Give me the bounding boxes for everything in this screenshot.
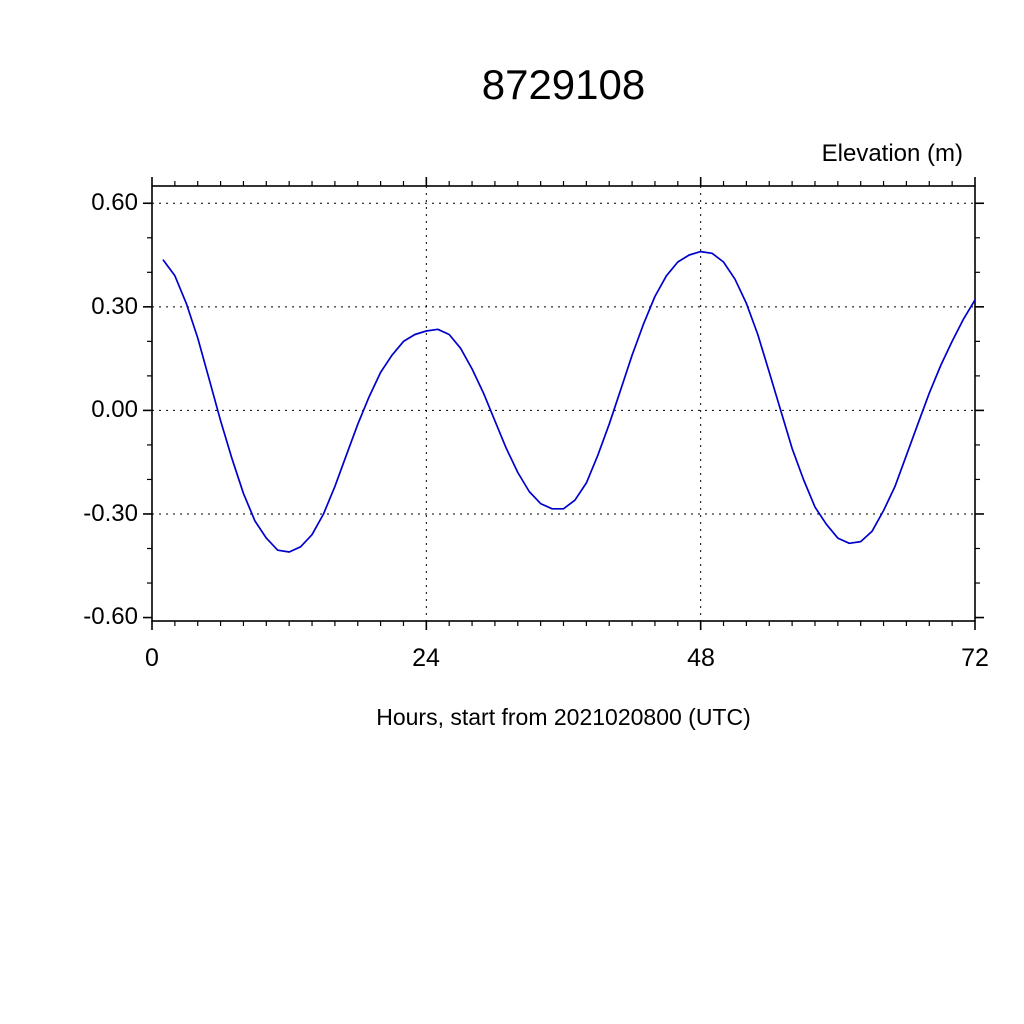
y-tick-label: -0.30 [83,500,138,527]
x-tick-label: 24 [412,644,440,672]
y-tick-label: 0.00 [91,396,138,423]
x-axis-label: Hours, start from 2021020800 (UTC) [376,704,751,730]
plot-border [151,185,976,622]
y-tick-label: 0.60 [91,189,138,216]
y-tick-label: 0.30 [91,293,138,320]
x-tick-label: 0 [145,644,159,672]
x-tick-label: 48 [687,644,715,672]
y-axis-label: Elevation (m) [821,140,963,167]
chart-title: 8729108 [481,61,646,108]
x-tick-label: 72 [961,644,989,672]
y-tick-label: -0.60 [83,603,138,630]
elevation-curve [162,250,976,553]
